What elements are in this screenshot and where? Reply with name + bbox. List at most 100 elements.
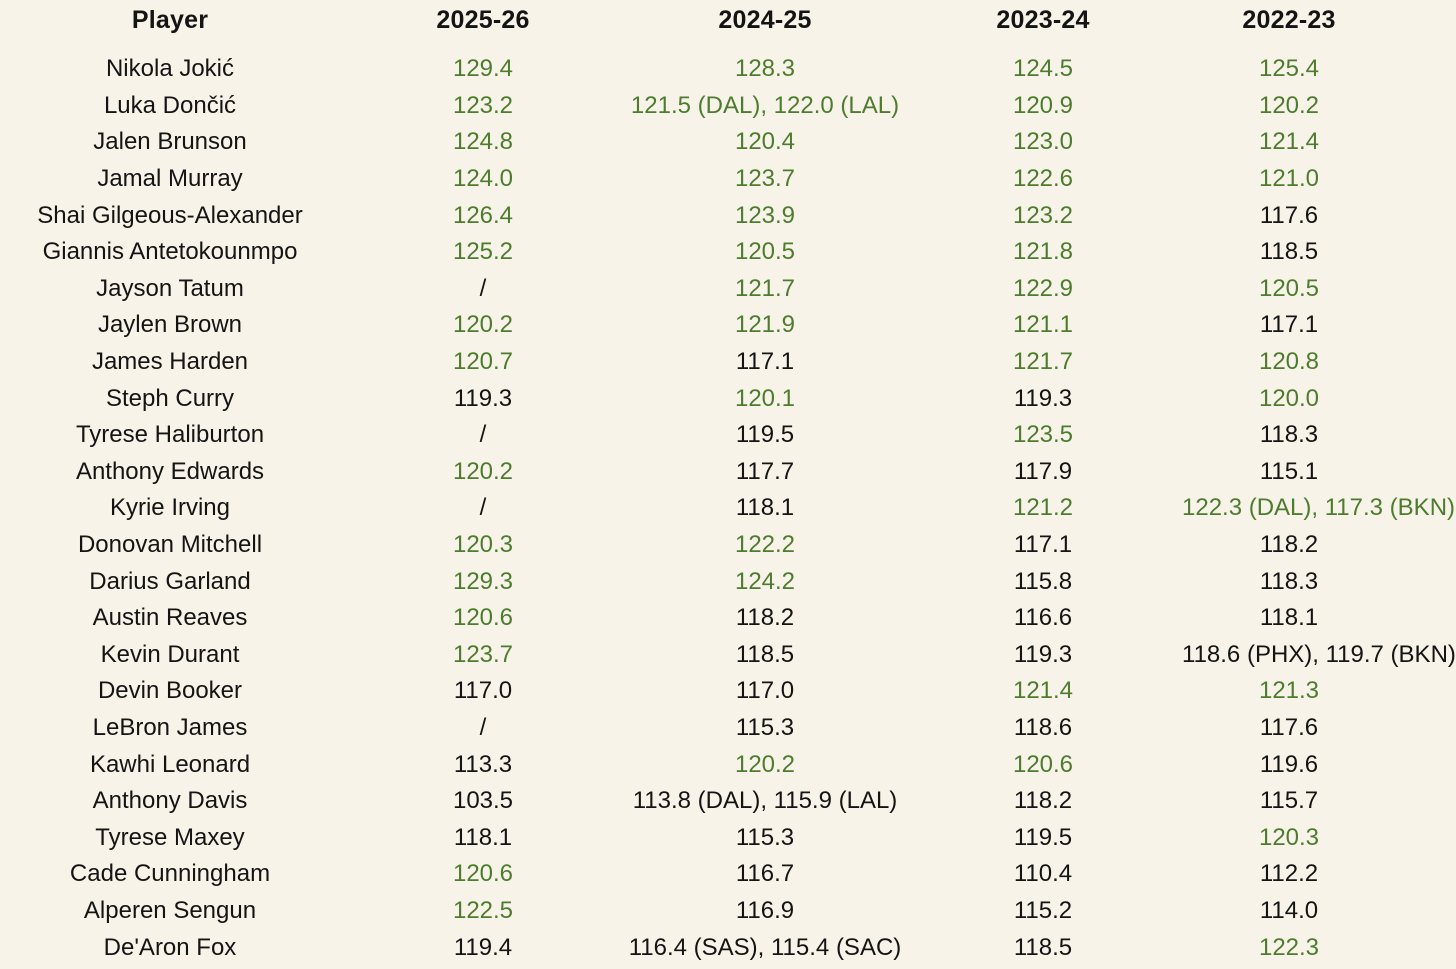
season-value-cell: 123.5 — [1012, 421, 1074, 449]
player-name-cell: De'Aron Fox — [103, 933, 237, 961]
season-value-cell: 121.1 — [1012, 311, 1074, 339]
season-value-cell: 128.3 — [734, 55, 796, 83]
season-value-cell: 115.3 — [735, 713, 795, 741]
player-name-cell: Anthony Edwards — [75, 457, 265, 485]
player-name-cell: Cade Cunningham — [69, 860, 271, 888]
player-name-cell: Jalen Brunson — [93, 128, 247, 156]
table-row: Kawhi Leonard 113.3 120.2 120.6 119.6 — [0, 746, 1456, 783]
table-row: Darius Garland 129.3 124.2 115.8 118.3 — [0, 563, 1456, 600]
season-value-cell: 123.2 — [452, 91, 514, 119]
season-value-cell: 126.4 — [452, 201, 514, 229]
table-row: Kyrie Irving / 118.1 121.2 122.3 (DAL), … — [0, 490, 1456, 527]
column-header: 2025-26 — [436, 5, 530, 34]
season-value-cell: 110.4 — [1013, 860, 1073, 888]
season-value-cell: 116.6 — [1013, 604, 1073, 632]
player-name-cell: Kawhi Leonard — [89, 750, 251, 778]
table-row: Jayson Tatum / 121.7 122.9 120.5 — [0, 271, 1456, 308]
table-row: Jamal Murray 124.0 123.7 122.6 121.0 — [0, 161, 1456, 198]
season-value-cell: 120.4 — [734, 128, 796, 156]
table-row: Devin Booker 117.0 117.0 121.4 121.3 — [0, 673, 1456, 710]
season-value-cell: 113.8 (DAL), 115.9 (LAL) — [632, 787, 898, 815]
season-value-cell: 117.6 — [1259, 713, 1319, 741]
player-name-cell: Nikola Jokić — [105, 55, 235, 83]
season-value-cell: 120.6 — [452, 860, 514, 888]
column-header: Player — [131, 5, 209, 34]
season-value-cell: 118.3 — [1259, 567, 1319, 595]
season-value-cell: 116.9 — [735, 896, 795, 924]
season-value-cell: 121.7 — [1012, 348, 1074, 376]
player-name-cell: Anthony Davis — [92, 787, 248, 815]
season-value-cell: 122.3 (DAL), 117.3 (BKN) — [1182, 494, 1456, 522]
season-value-cell: 121.0 — [1258, 165, 1320, 193]
player-name-cell: Shai Gilgeous-Alexander — [37, 201, 303, 229]
season-value-cell: 121.8 — [1012, 238, 1074, 266]
season-value-cell: 117.9 — [1013, 457, 1073, 485]
player-name-cell: Jayson Tatum — [96, 274, 244, 302]
table-row: Alperen Sengun 122.5 116.9 115.2 114.0 — [0, 893, 1456, 930]
season-value-cell: 121.4 — [1258, 128, 1320, 156]
season-value-cell: 118.2 — [1013, 787, 1073, 815]
season-value-cell: 118.2 — [735, 604, 795, 632]
table-row: De'Aron Fox 119.4 116.4 (SAS), 115.4 (SA… — [0, 929, 1456, 966]
season-value-cell: / — [479, 421, 487, 449]
season-value-cell: 125.4 — [1258, 55, 1320, 83]
season-value-cell: 112.2 — [1259, 860, 1319, 888]
table-row: Nikola Jokić 129.4 128.3 124.5 125.4 — [0, 51, 1456, 88]
player-name-cell: Austin Reaves — [92, 604, 248, 632]
season-value-cell: 120.1 — [734, 384, 796, 412]
season-value-cell: 123.7 — [452, 640, 514, 668]
table-header-row: Player 2025-26 2024-25 2023-24 2022-23 — [0, 1, 1456, 39]
season-value-cell: 115.7 — [1259, 787, 1319, 815]
season-value-cell: 118.5 — [735, 640, 795, 668]
season-value-cell: 124.2 — [734, 567, 796, 595]
season-value-cell: 119.5 — [735, 421, 795, 449]
season-value-cell: 123.0 — [1012, 128, 1074, 156]
season-value-cell: 117.0 — [453, 677, 513, 705]
player-name-cell: Donovan Mitchell — [77, 531, 263, 559]
season-value-cell: 121.5 (DAL), 122.0 (LAL) — [630, 91, 900, 119]
season-value-cell: 115.8 — [1013, 567, 1073, 595]
season-value-cell: 118.6 (PHX), 119.7 (BKN) — [1182, 640, 1456, 668]
table-row: James Harden 120.7 117.1 121.7 120.8 — [0, 344, 1456, 381]
player-name-cell: Tyrese Maxey — [95, 823, 245, 851]
season-value-cell: 117.0 — [735, 677, 795, 705]
season-value-cell: 117.1 — [1259, 311, 1319, 339]
season-value-cell: 121.2 — [1012, 494, 1074, 522]
season-value-cell: 120.3 — [1258, 823, 1320, 851]
season-value-cell: 124.0 — [452, 165, 514, 193]
season-value-cell: 116.4 (SAS), 115.4 (SAC) — [628, 933, 902, 961]
table-row: Anthony Davis 103.5 113.8 (DAL), 115.9 (… — [0, 783, 1456, 820]
season-value-cell: 129.4 — [452, 55, 514, 83]
season-value-cell: 129.3 — [452, 567, 514, 595]
season-value-cell: 118.5 — [1259, 238, 1319, 266]
season-value-cell: 118.1 — [1259, 604, 1319, 632]
player-name-cell: Kyrie Irving — [109, 494, 231, 522]
season-value-cell: / — [479, 274, 487, 302]
season-value-cell: 119.3 — [1013, 640, 1073, 668]
season-value-cell: 120.2 — [1258, 91, 1320, 119]
season-value-cell: 118.2 — [1259, 531, 1319, 559]
table-row: Donovan Mitchell 120.3 122.2 117.1 118.2 — [0, 527, 1456, 564]
season-value-cell: / — [479, 713, 487, 741]
player-name-cell: Alperen Sengun — [83, 896, 257, 924]
season-value-cell: 119.4 — [453, 933, 513, 961]
season-value-cell: 116.7 — [735, 860, 795, 888]
season-value-cell: 115.2 — [1013, 896, 1073, 924]
season-value-cell: 120.9 — [1012, 91, 1074, 119]
season-value-cell: 117.7 — [735, 457, 795, 485]
season-value-cell: 120.5 — [734, 238, 796, 266]
season-value-cell: 117.1 — [735, 348, 795, 376]
season-value-cell: 120.2 — [452, 311, 514, 339]
season-value-cell: 122.3 — [1258, 933, 1320, 961]
table-row: Steph Curry 119.3 120.1 119.3 120.0 — [0, 380, 1456, 417]
table-row: Austin Reaves 120.6 118.2 116.6 118.1 — [0, 600, 1456, 637]
season-value-cell: 120.6 — [1012, 750, 1074, 778]
season-value-cell: 123.2 — [1012, 201, 1074, 229]
season-value-cell: 115.1 — [1259, 457, 1319, 485]
table-row: Jaylen Brown 120.2 121.9 121.1 117.1 — [0, 307, 1456, 344]
season-value-cell: 123.9 — [734, 201, 796, 229]
season-value-cell: 122.2 — [734, 531, 796, 559]
season-value-cell: 121.4 — [1012, 677, 1074, 705]
season-value-cell: 124.5 — [1012, 55, 1074, 83]
